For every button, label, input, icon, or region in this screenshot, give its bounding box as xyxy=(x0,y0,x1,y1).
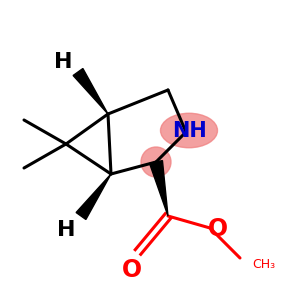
Ellipse shape xyxy=(160,113,218,148)
Polygon shape xyxy=(150,160,168,216)
Text: NH: NH xyxy=(172,121,206,140)
Text: O: O xyxy=(207,218,228,242)
Text: O: O xyxy=(122,258,142,282)
Ellipse shape xyxy=(141,147,171,177)
Polygon shape xyxy=(76,174,111,220)
Text: CH₃: CH₃ xyxy=(252,257,275,271)
Polygon shape xyxy=(73,68,108,114)
Text: H: H xyxy=(54,52,72,71)
Text: H: H xyxy=(57,220,75,239)
